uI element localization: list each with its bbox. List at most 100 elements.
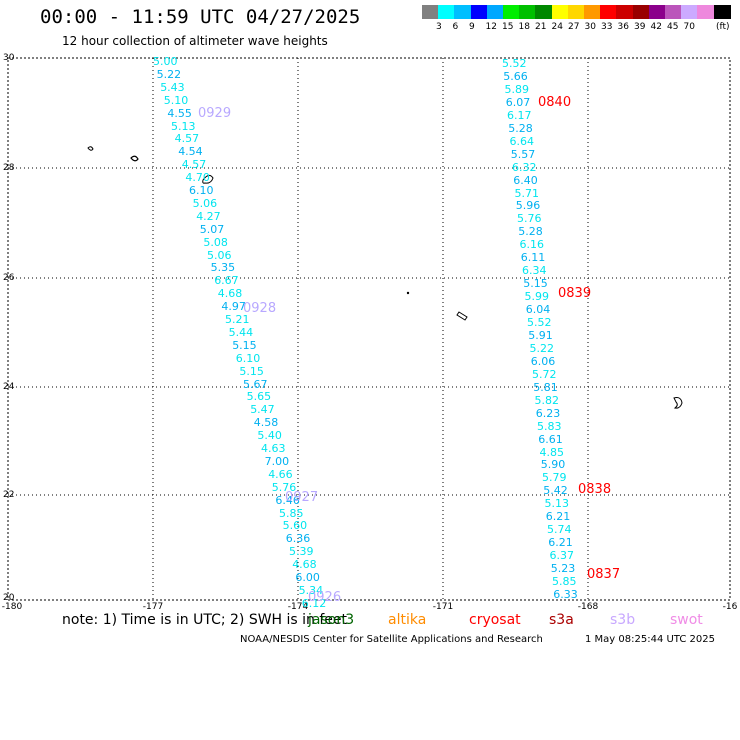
swh-value: 5.76 <box>517 212 542 226</box>
swh-value: 7.00 <box>264 454 290 468</box>
swh-value: 4.57 <box>174 132 200 146</box>
sat-altika: altika <box>388 612 427 628</box>
swh-value: 5.06 <box>192 196 218 210</box>
pass-time-label: 0837 <box>587 567 621 582</box>
swh-value: 4.68 <box>217 287 243 301</box>
map-plot <box>7 57 731 601</box>
y-tick-label: 24 <box>3 382 15 392</box>
islands <box>87 146 683 409</box>
legend-label: 36 <box>617 22 629 32</box>
graticule <box>8 58 730 600</box>
swh-value: 5.40 <box>257 429 282 443</box>
swh-value: 6.04 <box>525 303 551 317</box>
swh-value: 6.10 <box>189 184 214 197</box>
swh-value: 5.52 <box>527 316 552 329</box>
swh-value: 6.36 <box>285 532 311 546</box>
swh-value: 5.91 <box>528 328 553 342</box>
legend-swatch <box>584 5 601 19</box>
swh-value: 4.66 <box>268 467 293 481</box>
legend-label: 39 <box>634 22 646 32</box>
pass-time-label: 0838 <box>578 482 612 497</box>
island-shape <box>202 174 214 184</box>
swh-value: 5.44 <box>228 325 254 339</box>
swh-value: 6.46 <box>275 493 300 507</box>
island-shape <box>456 311 468 321</box>
legend-swatch <box>632 5 650 19</box>
swh-value: 5.47 <box>250 403 275 417</box>
legend-swatch <box>567 5 585 19</box>
legend-swatch <box>648 5 666 19</box>
swh-value: 5.15 <box>239 364 264 378</box>
swh-value: 4.97 <box>221 300 246 314</box>
swh-value: 4.54 <box>178 145 203 159</box>
island-shape <box>130 155 139 162</box>
legend-label: 9 <box>469 22 475 32</box>
legend-swatch <box>551 5 569 19</box>
swh-value: 5.66 <box>503 69 528 83</box>
swh-value: 6.34 <box>522 264 547 278</box>
swh-value: 5.57 <box>510 147 536 161</box>
legend-swatch <box>713 5 731 19</box>
island-shape <box>87 146 94 151</box>
legend-swatch <box>438 5 456 19</box>
swh-value: 6.10 <box>235 351 261 365</box>
swh-value: 5.76 <box>271 480 297 494</box>
legend-swatch <box>454 5 472 19</box>
y-tick-label: 26 <box>3 273 15 283</box>
y-tick-label: 22 <box>3 490 15 500</box>
swh-value: 6.17 <box>507 108 532 122</box>
swh-value: 5.06 <box>207 248 232 262</box>
swh-value: 4.70 <box>185 171 210 185</box>
swh-value: 5.10 <box>163 93 189 107</box>
legend-label: (ft) <box>716 22 730 32</box>
legend-label: 42 <box>650 22 662 32</box>
swh-value: 5.15 <box>523 277 548 291</box>
swh-value: 6.11 <box>520 251 546 265</box>
legend-label: 21 <box>535 22 547 32</box>
swh-value: 4.68 <box>292 558 317 572</box>
swh-value: 6.21 <box>548 536 573 550</box>
swh-value: 6.61 <box>538 432 563 446</box>
swh-value: 5.71 <box>514 186 540 200</box>
legend-label: 33 <box>601 22 613 32</box>
legend-label: 3 <box>436 22 442 32</box>
legend-swatch <box>600 5 618 19</box>
sat-s3b: s3b <box>610 612 636 628</box>
pass-time-label: 0928 <box>243 301 277 316</box>
x-tick-label: -16 <box>722 602 738 612</box>
legend-label: 30 <box>584 22 596 32</box>
legend-label: 24 <box>551 22 563 32</box>
swh-value: 5.52 <box>502 57 527 70</box>
x-tick-label: -180 <box>1 602 23 612</box>
x-tick-label: -174 <box>287 602 309 612</box>
x-tick-label: -171 <box>432 602 454 612</box>
swh-value: 5.85 <box>279 506 304 520</box>
swh-value: 5.07 <box>199 222 225 236</box>
swh-value: 6.64 <box>509 134 535 148</box>
swh-value: 5.22 <box>156 67 182 81</box>
swh-value: 5.65 <box>246 390 272 404</box>
swh-value: 5.85 <box>552 575 577 588</box>
map-subtitle: 12 hour collection of altimeter wave hei… <box>62 34 328 48</box>
legend-swatch <box>697 5 715 19</box>
swh-value: 4.57 <box>181 158 207 172</box>
swh-value: 5.89 <box>504 82 530 96</box>
sat-jason3: jason3 <box>308 612 355 628</box>
swh-value: 5.39 <box>289 545 314 559</box>
legend-swatch <box>616 5 634 19</box>
legend-swatch <box>503 5 520 19</box>
y-tick-label: 28 <box>3 163 15 173</box>
swh-value: 5.83 <box>537 419 562 433</box>
swh-value: 5.13 <box>171 119 196 133</box>
swh-value: 5.22 <box>529 341 555 355</box>
swh-value: 5.60 <box>282 519 308 533</box>
swh-value: 5.79 <box>542 471 567 485</box>
swh-value: 4.85 <box>539 445 565 459</box>
pass-time-label: 0926 <box>308 590 342 605</box>
swh-value: 6.00 <box>295 571 320 584</box>
sat-s3a: s3a <box>549 612 574 628</box>
island-shape <box>406 291 410 295</box>
legend-swatch <box>422 5 439 19</box>
swh-value: 5.35 <box>210 261 236 275</box>
swh-value: 5.74 <box>547 523 572 537</box>
